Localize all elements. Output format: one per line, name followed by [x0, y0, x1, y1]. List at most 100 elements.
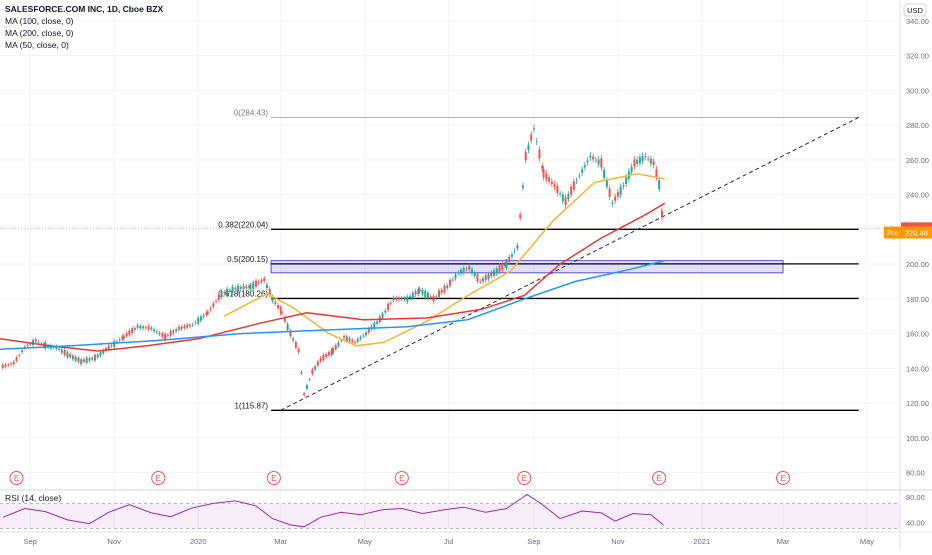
candle-body: [147, 326, 150, 330]
candle-body: [209, 308, 212, 310]
candle-body: [300, 371, 303, 374]
x-tick-label: Mar: [777, 537, 790, 546]
rsi-legend: RSI (14, close): [5, 493, 61, 503]
candle-body: [110, 345, 113, 347]
candle-body: [418, 288, 421, 292]
candle-body: [398, 297, 401, 300]
candle-body: [4, 364, 7, 367]
candle-body: [600, 158, 603, 168]
candle-body: [541, 165, 544, 169]
candle-body: [289, 330, 292, 336]
candle-body: [263, 278, 266, 281]
candle-body: [133, 328, 136, 330]
candle-body: [32, 340, 35, 345]
candle-body: [292, 338, 295, 341]
fib-level-label: 0(284.43): [234, 108, 269, 117]
candle-body: [644, 156, 647, 158]
earnings-marker: [266, 471, 281, 485]
candle-body: [271, 296, 274, 302]
candle-body: [414, 291, 417, 295]
candle-body: [177, 326, 180, 330]
candle-body: [191, 324, 194, 326]
candle-body: [206, 311, 209, 314]
candle-body: [231, 286, 234, 293]
earnings-marker: [652, 471, 667, 485]
candle-body: [545, 173, 548, 180]
y-tick-label: 120.00: [906, 399, 929, 408]
candle-body: [7, 364, 10, 366]
candle-body: [144, 327, 147, 329]
candle-body: [605, 180, 608, 187]
candle-body: [567, 194, 570, 200]
candle-body: [660, 210, 663, 218]
candle-body: [332, 348, 335, 354]
candle-body: [276, 305, 279, 309]
candle-body: [71, 355, 74, 360]
candle-body: [532, 128, 535, 130]
candle-body: [18, 355, 21, 356]
candle-body: [603, 169, 606, 178]
candle-body: [578, 175, 581, 177]
candle-body: [118, 339, 121, 341]
candle-body: [131, 328, 134, 333]
candle-body: [254, 280, 257, 287]
candle-body: [260, 280, 263, 282]
candle-body: [334, 345, 337, 350]
legend-ma50[interactable]: MA (50, close, 0): [5, 40, 69, 50]
earnings-marker-label: E: [780, 474, 785, 483]
y-tick-label: 140.00: [906, 364, 929, 373]
candle-body: [647, 158, 650, 160]
x-tick-label: 2021: [693, 537, 710, 546]
symbol-title[interactable]: SALESFORCE.COM INC, 1D, Cboe BZX: [5, 4, 164, 14]
earnings-marker-label: E: [399, 474, 404, 483]
earnings-marker-label: E: [522, 474, 527, 483]
candle-body: [55, 346, 58, 349]
x-tick-label: Sep: [24, 537, 37, 546]
candle-body: [164, 334, 167, 340]
candle-body: [155, 331, 158, 333]
candle-body: [589, 155, 592, 158]
candle-body: [66, 352, 69, 358]
candle-body: [468, 266, 471, 270]
candle-body: [88, 358, 91, 361]
candle-body: [188, 324, 191, 327]
candle-body: [63, 350, 66, 355]
currency-label: USD: [907, 6, 923, 15]
candle-body: [172, 330, 175, 333]
x-tick-label: Mar: [274, 537, 287, 546]
candle-body: [575, 180, 578, 182]
candle-body: [12, 361, 15, 365]
candle-body: [308, 379, 311, 381]
candle-body: [180, 326, 183, 329]
earnings-marker-label: E: [657, 474, 662, 483]
earnings-marker-label: E: [156, 474, 161, 483]
candle-body: [356, 339, 359, 342]
chart-legend: SALESFORCE.COM INC, 1D, Cboe BZX MA (100…: [5, 3, 163, 51]
candle-body: [351, 340, 354, 342]
candle-body: [550, 181, 553, 185]
candle-body: [223, 292, 226, 294]
candle-body: [457, 272, 460, 274]
candle-body: [322, 354, 325, 361]
candle-body: [237, 285, 240, 292]
x-tick-label: Nov: [611, 537, 625, 546]
candle-body: [381, 313, 384, 318]
candle-body: [406, 296, 409, 302]
legend-ma200[interactable]: MA (200, close, 0): [5, 28, 74, 38]
earnings-marker: [151, 471, 166, 485]
candle-body: [183, 325, 186, 328]
candle-body: [220, 290, 223, 298]
y-tick-label: 200.00: [906, 260, 929, 269]
candle-body: [465, 268, 468, 270]
rsi-line: [2, 493, 664, 528]
candle-body: [409, 296, 412, 299]
candle-body: [205, 312, 208, 315]
earnings-marker: [776, 471, 791, 485]
legend-ma100[interactable]: MA (100, close, 0): [5, 16, 74, 26]
candle-body: [215, 301, 218, 302]
candle-body: [354, 342, 357, 344]
premarket-price-label: 220.48: [905, 229, 928, 238]
candle-body: [432, 295, 435, 302]
